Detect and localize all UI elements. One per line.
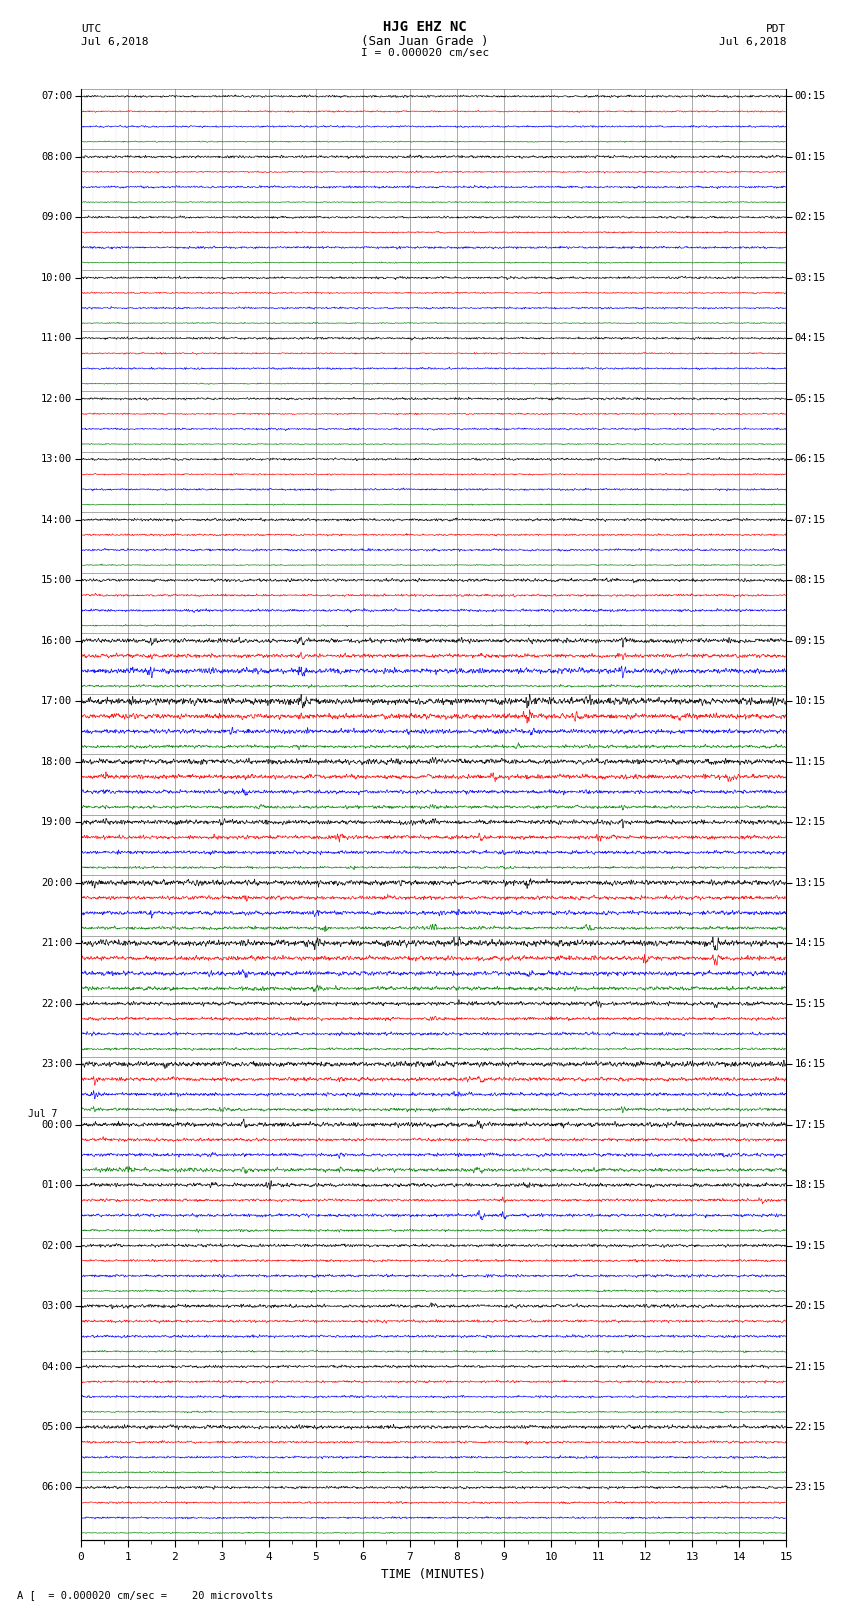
Text: UTC: UTC bbox=[81, 24, 101, 34]
Text: Jul 6,2018: Jul 6,2018 bbox=[81, 37, 148, 47]
Text: HJG EHZ NC: HJG EHZ NC bbox=[383, 19, 467, 34]
Text: I = 0.000020 cm/sec: I = 0.000020 cm/sec bbox=[361, 48, 489, 58]
Text: PDT: PDT bbox=[766, 24, 786, 34]
Text: Jul 6,2018: Jul 6,2018 bbox=[719, 37, 786, 47]
Text: (San Juan Grade ): (San Juan Grade ) bbox=[361, 35, 489, 48]
Text: A [  = 0.000020 cm/sec =    20 microvolts: A [ = 0.000020 cm/sec = 20 microvolts bbox=[17, 1590, 273, 1600]
X-axis label: TIME (MINUTES): TIME (MINUTES) bbox=[381, 1568, 486, 1581]
Text: Jul 7: Jul 7 bbox=[28, 1110, 57, 1119]
